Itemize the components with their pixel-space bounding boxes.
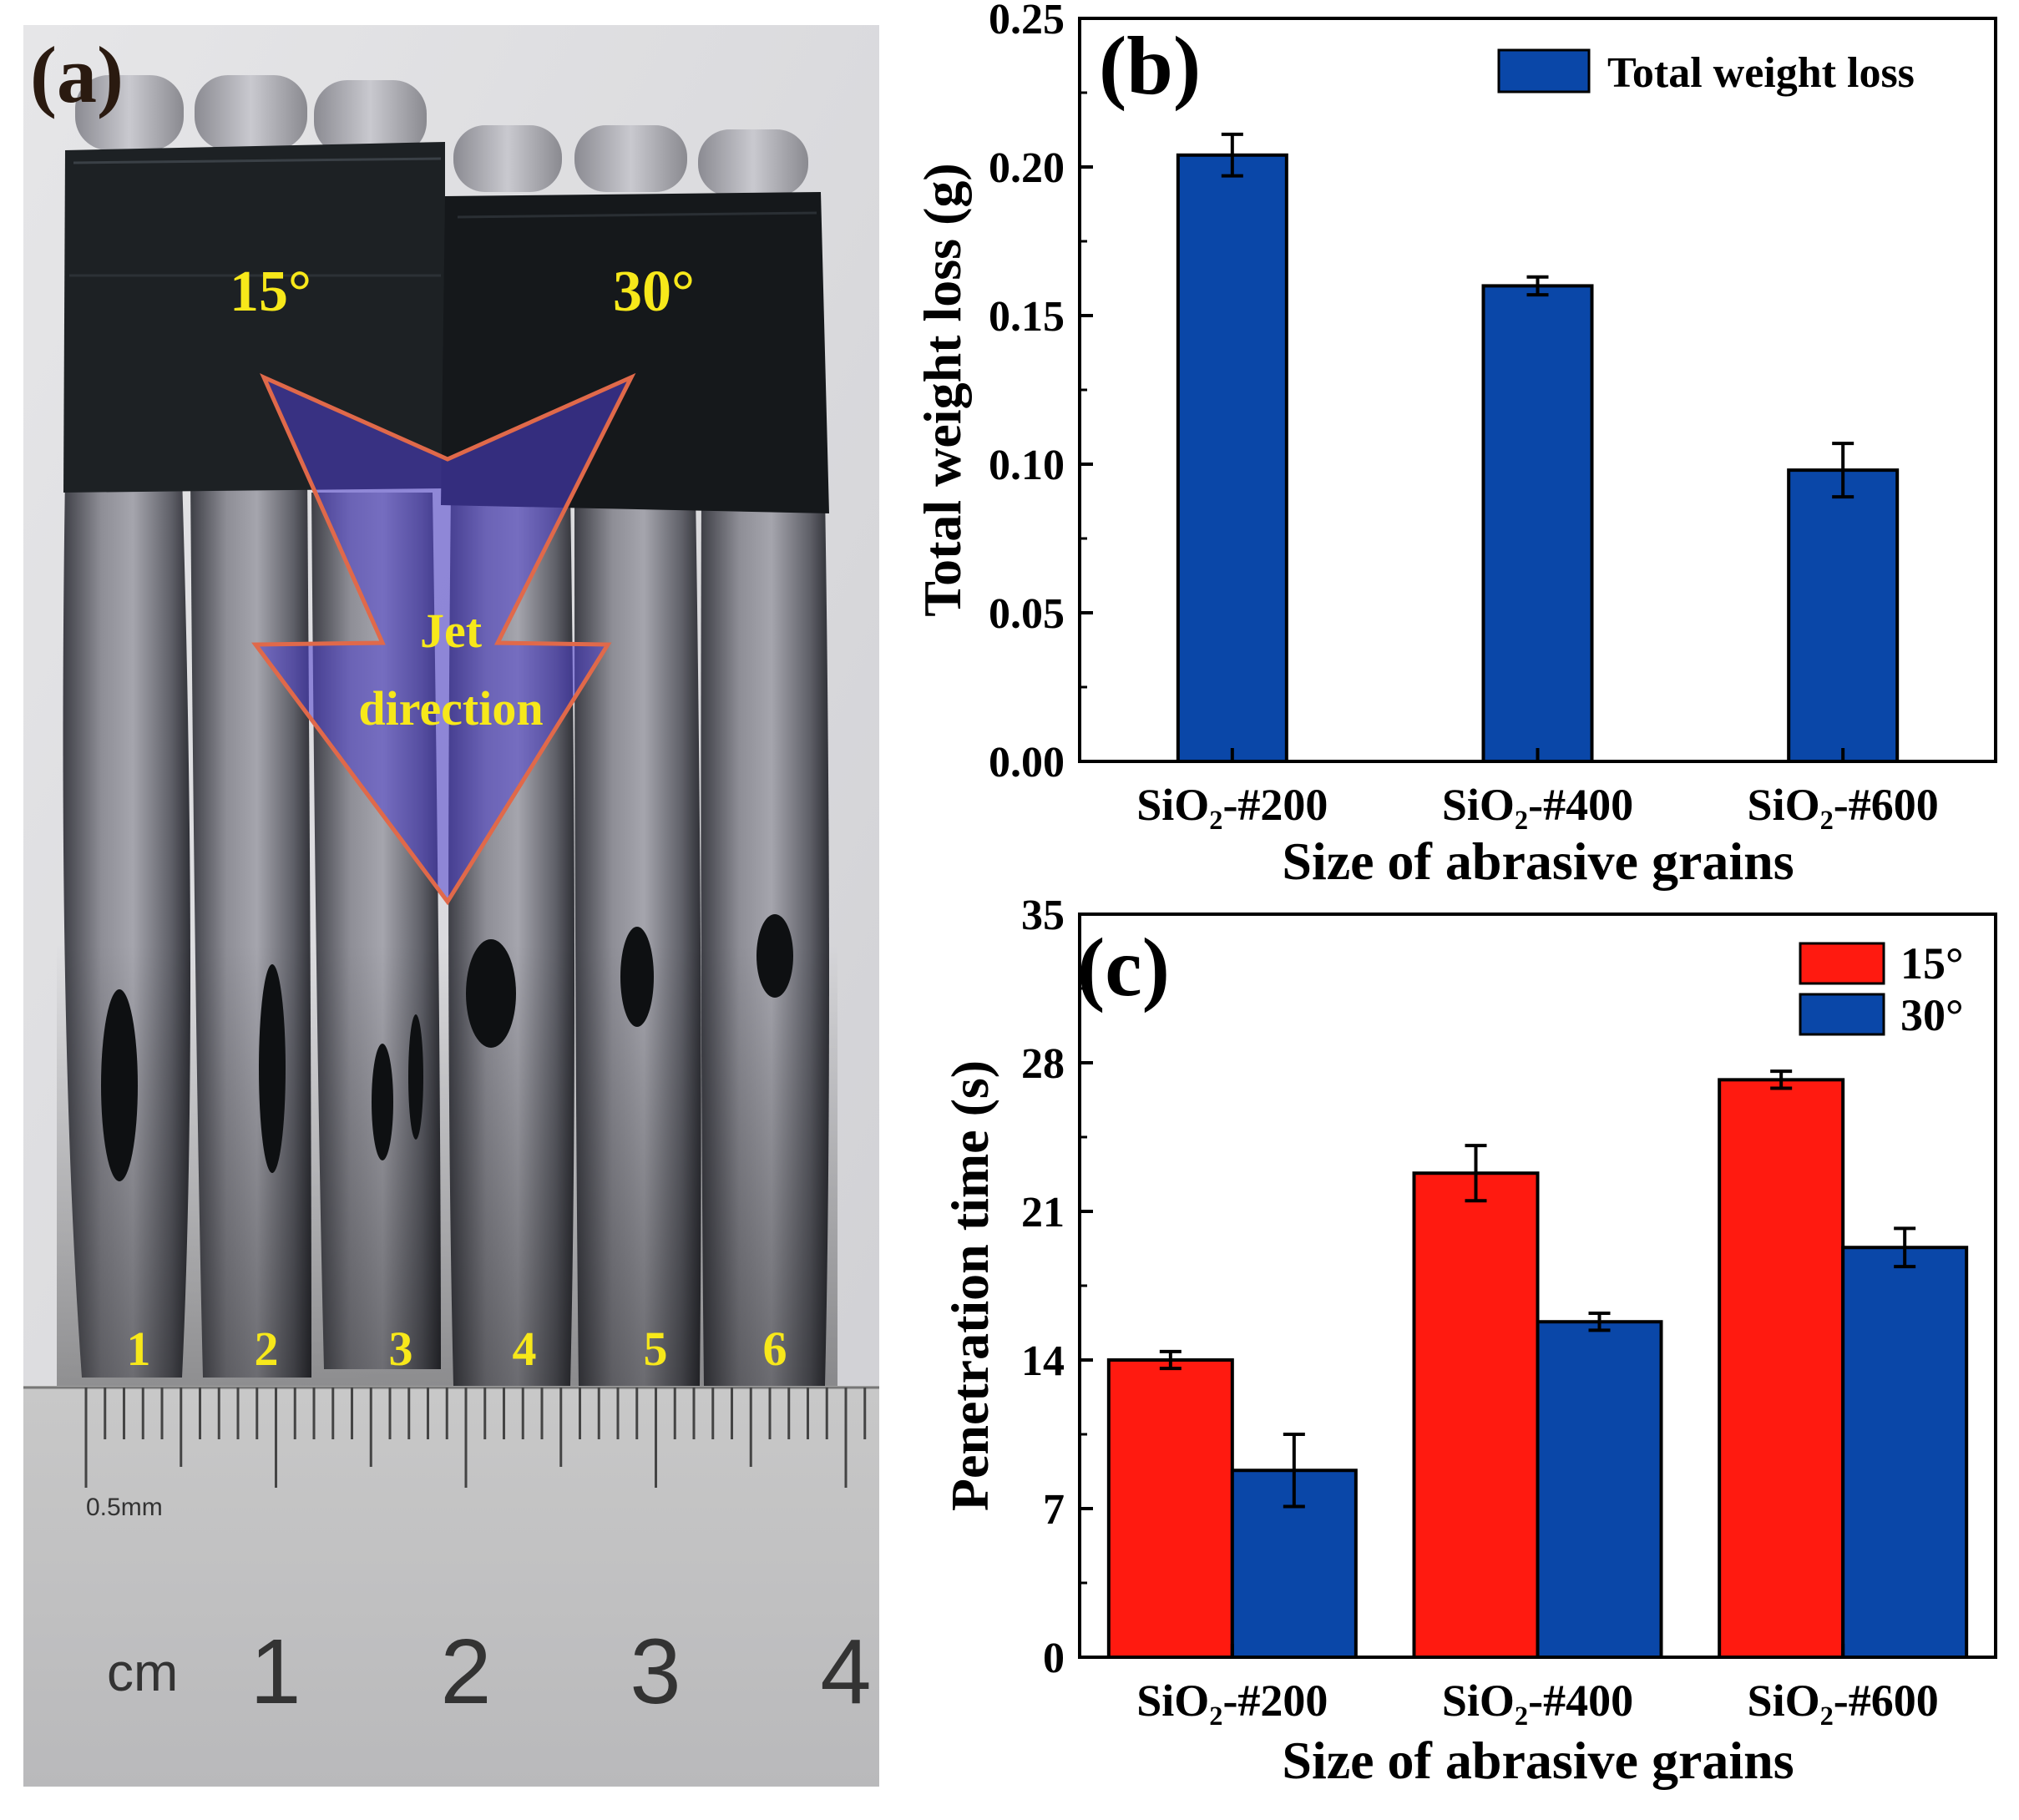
y-tick-label: 14 [1021,1337,1065,1385]
x-tick-label: SiO₂-#600 [1748,1676,1939,1726]
chart-c-y-axis-title: Penetration time (s) [940,1060,999,1511]
chart-b-y-ticks: 0.00 0.05 0.10 0.15 0.20 0.25 [989,0,1093,786]
ruler-unit-label: cm [107,1642,178,1702]
angle-label-15: 15° [230,260,311,324]
bar [1106,1358,1234,1659]
bar [1412,1171,1540,1659]
ruler-number: 2 [440,1620,491,1723]
y-tick-label: 0.00 [989,739,1065,786]
chart-b-bars [1176,132,1900,763]
x-tick-label: SiO₂-#400 [1442,780,1633,830]
ruler-ticks [84,1388,867,1488]
angle-label-30: 30° [613,260,695,324]
tube-numbers: 1 2 3 4 5 6 [127,1322,787,1376]
photo-svg: 15° 30° Jet direction 1 2 3 4 5 6 0.5mm … [23,25,879,1787]
tube-number: 5 [644,1322,668,1376]
bar [1230,1469,1358,1659]
tube-bodies [57,476,837,1386]
tube-number: 4 [513,1322,537,1376]
chart-c-legend-swatch-30 [1799,993,1885,1036]
chart-c-x-labels: SiO₂-#200 SiO₂-#400 SiO₂-#600 [1136,1644,1939,1726]
bar [1481,284,1594,763]
chart-c-x-axis-title: Size of abrasive grains [1282,1731,1794,1790]
chart-b-x-axis-title: Size of abrasive grains [1282,832,1794,891]
y-tick-label: 0.05 [989,590,1065,638]
chart-c-legend-label-15: 15° [1900,938,1964,988]
bar [1841,1246,1969,1659]
bar [1536,1320,1663,1659]
tube-number: 6 [763,1322,787,1376]
chart-c-legend-label-30: 30° [1900,990,1964,1040]
x-tick-label: SiO₂-#200 [1136,780,1328,830]
chart-c-frame [1078,913,1997,1659]
chart-b-legend-label: Total weight loss [1607,49,1915,97]
tube-number: 2 [255,1322,279,1376]
jet-label-line2: direction [358,681,543,736]
ruler-small-label: 0.5mm [86,1494,163,1521]
y-tick-label: 0.25 [989,0,1065,43]
y-tick-label: 0.20 [989,144,1065,192]
ruler-number: 3 [630,1620,681,1723]
chart-c-bars [1106,1069,1969,1660]
panel-label-b: (b) [1099,19,1201,112]
bar [1176,153,1288,763]
x-tick-label: SiO₂-#600 [1748,780,1939,830]
panel-label-c: (c) [1077,921,1170,1014]
ruler-number: 1 [250,1620,301,1723]
chart-b-x-labels: SiO₂-#200 SiO₂-#400 SiO₂-#600 [1136,748,1939,830]
chart-b-legend-swatch [1497,48,1591,94]
panel-label-a: (a) [30,30,124,119]
y-tick-label: 0 [1043,1635,1065,1682]
jet-direction-arrow [251,372,636,906]
x-tick-label: SiO₂-#200 [1136,1676,1328,1726]
tube-caps [75,75,808,196]
photo-panel: 15° 30° Jet direction 1 2 3 4 5 6 0.5mm … [23,25,879,1787]
penetration-holes [101,914,793,1181]
y-tick-label: 21 [1021,1189,1065,1236]
bar [1787,468,1900,763]
chart-b: 0.000.050.100.150.200.25 SiO₂-#200 SiO₂-#… [913,0,1997,891]
tube-number: 1 [127,1322,151,1376]
bar [1718,1078,1845,1660]
ruler: 0.5mm cm 1 2 3 4 [23,1386,879,1787]
jet-label-line1: Jet [420,604,483,658]
y-tick-label: 0.15 [989,293,1065,341]
y-tick-label: 0.10 [989,442,1065,489]
ruler-number: 4 [820,1620,871,1723]
tube-number: 3 [389,1322,413,1376]
y-tick-label: 7 [1043,1486,1065,1534]
chart-c-legend-swatch-15 [1799,942,1885,985]
x-tick-label: SiO₂-#400 [1442,1676,1633,1726]
chart-b-y-axis-title: Total weight loss (g) [913,163,972,616]
y-tick-label: 28 [1021,1040,1065,1088]
